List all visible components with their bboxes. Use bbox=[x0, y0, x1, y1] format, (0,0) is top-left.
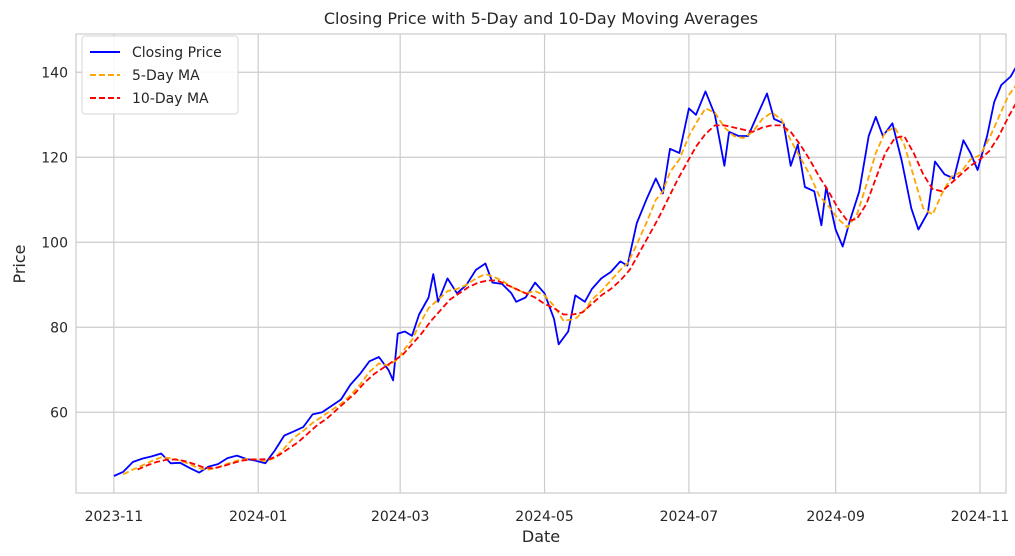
x-axis-ticks: 2023-11 2024-01 2024-03 2024-05 2024-07 2024-… bbox=[85, 509, 1010, 525]
x-tick-label: 2024-09 bbox=[806, 509, 865, 525]
legend: Closing Price 5-Day MA 10-Day MA bbox=[81, 35, 239, 115]
x-tick-label: 2023-11 bbox=[85, 509, 144, 525]
legend-label-5-day-ma: 5-Day MA bbox=[132, 68, 200, 84]
x-tick-label: 2024-01 bbox=[229, 509, 288, 525]
y-axis-title: Price bbox=[10, 244, 29, 283]
series-line-closing-price bbox=[113, 66, 1015, 477]
y-tick-label: 60 bbox=[50, 405, 68, 421]
y-tick-label: 140 bbox=[41, 65, 68, 81]
grid bbox=[76, 34, 1006, 493]
legend-label-10-day-ma: 10-Day MA bbox=[132, 91, 209, 107]
series-lines bbox=[113, 66, 1015, 477]
y-tick-label: 120 bbox=[41, 150, 68, 166]
y-tick-label: 100 bbox=[41, 235, 68, 251]
series-line-10-day-ma bbox=[137, 103, 1015, 471]
legend-box bbox=[81, 35, 239, 115]
x-tick-label: 2024-11 bbox=[951, 509, 1010, 525]
x-axis-title: Date bbox=[522, 527, 560, 546]
x-tick-label: 2024-05 bbox=[515, 509, 574, 525]
y-axis-ticks: 60 80 100 120 140 bbox=[41, 65, 68, 421]
x-tick-label: 2024-03 bbox=[371, 509, 430, 525]
chart-title: Closing Price with 5-Day and 10-Day Movi… bbox=[324, 9, 758, 28]
legend-label-closing-price: Closing Price bbox=[132, 45, 222, 61]
y-tick-label: 80 bbox=[50, 320, 68, 336]
x-tick-label: 2024-07 bbox=[660, 509, 719, 525]
